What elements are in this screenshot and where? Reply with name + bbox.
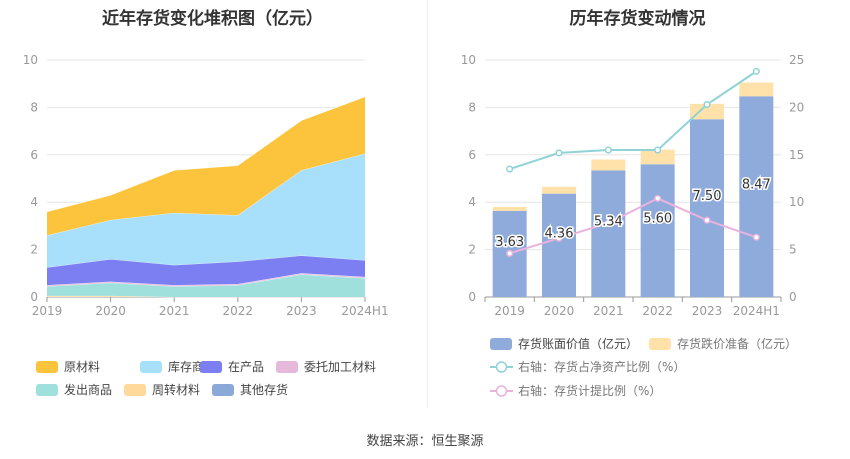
y-tick-label: 8: [30, 100, 38, 114]
bar-impairment: [640, 149, 675, 165]
legend-marker: [495, 361, 508, 373]
y-tick-label: 6: [30, 148, 38, 162]
line-point: [752, 233, 760, 241]
x-tick-label: 2021: [593, 304, 624, 318]
data-source-note: 数据来源：恒生聚源: [366, 434, 484, 449]
y-tick-label: 0: [30, 290, 38, 304]
left-chart-title: 近年存货变化堆积图（亿元）: [102, 9, 323, 29]
line-point: [604, 146, 612, 154]
line-point: [506, 249, 514, 257]
y-tick-label: 2: [30, 243, 38, 257]
x-tick-label: 2023: [692, 304, 723, 318]
bar-data-label: 4.36: [545, 226, 574, 241]
bar-book-value: [542, 193, 576, 297]
y-tick-label: 2: [468, 243, 476, 257]
right-chart-title: 历年存货变动情况: [569, 9, 706, 29]
inventory-change-chart: 0 2 4 6 8 10 0 5 10 15 20 25 2019 2020 2021 2022 2023 202…: [461, 53, 805, 398]
y2-tick-label: 15: [789, 148, 804, 162]
x-tick-label: 2021: [159, 304, 190, 318]
legend-label: 原材料: [64, 360, 100, 374]
legend-label: 发出商品: [64, 382, 112, 397]
x-tick-label: 2019: [494, 304, 525, 318]
bar-book-value: [690, 119, 724, 297]
bar-impairment: [542, 186, 576, 194]
y2-tick-label: 25: [789, 53, 804, 67]
bar-data-label: 5.60: [643, 212, 672, 227]
line-point: [703, 101, 711, 109]
line-point: [555, 149, 563, 157]
y2-tick-label: 10: [789, 195, 804, 209]
legend-swatch: [36, 384, 58, 396]
x-tick-label: 2020: [95, 304, 126, 318]
area-series: [47, 153, 365, 268]
y-tick-label: 8: [468, 100, 476, 114]
legend-swatch: [124, 384, 146, 396]
x-tick-label: 2020: [544, 304, 575, 318]
panel-divider: [427, 0, 428, 408]
y-tick-label: 10: [461, 53, 476, 67]
bar-impairment: [591, 159, 626, 171]
legend-label: 其他存货: [240, 382, 288, 397]
bar-data-label: 5.34: [594, 215, 623, 230]
line-point: [506, 165, 514, 173]
legend-swatch: [490, 338, 512, 350]
bar-book-value: [640, 164, 675, 297]
legend-swatch: [276, 361, 298, 373]
legend-label: 右轴：存货占净资产比例（%）: [518, 359, 685, 374]
y2-tick-label: 5: [789, 243, 797, 257]
legend-swatch: [212, 384, 234, 396]
legend-swatch: [36, 361, 58, 373]
area-series: [47, 96, 365, 236]
legend-label: 右轴：存货计提比例（%）: [518, 383, 661, 398]
line-provision-ratio: [509, 197, 757, 255]
legend-swatch: [200, 361, 222, 373]
y-tick-label: 4: [468, 195, 476, 209]
legend-label: 在产品: [228, 360, 264, 374]
legend-label: 周转材料: [152, 382, 200, 397]
legend-swatch: [649, 338, 671, 350]
line-point: [654, 194, 662, 202]
area-series-edge: [46, 96, 366, 213]
y-tick-label: 6: [468, 148, 476, 162]
bar-impairment: [492, 206, 527, 211]
x-tick-label: 2024H1: [341, 304, 388, 318]
bar-data-label: 8.47: [742, 178, 771, 193]
x-tick-label: 2022: [642, 304, 673, 318]
legend-label: 存货跌价准备（亿元）: [677, 336, 797, 351]
bar-impairment: [739, 82, 774, 97]
line-point: [604, 219, 612, 227]
line-point: [752, 67, 760, 75]
bar-book-value: [739, 96, 774, 297]
bar-data-label: 7.50: [693, 189, 722, 204]
x-tick-label: 2024H1: [733, 304, 780, 318]
line-inventory-net-assets-ratio: [509, 70, 757, 170]
x-tick-label: 2023: [286, 304, 317, 318]
legend-marker: [495, 385, 508, 397]
bar-impairment: [690, 103, 724, 120]
y-tick-label: 0: [468, 290, 476, 304]
legend-swatch: [140, 361, 162, 373]
area-series: [47, 255, 365, 286]
area-series: [47, 273, 365, 287]
line-point: [703, 216, 711, 224]
x-tick-label: 2019: [32, 304, 63, 318]
line-point: [654, 146, 662, 154]
bar-data-label: 3.63: [495, 235, 524, 250]
y-tick-label: 4: [30, 195, 38, 209]
bar-book-value: [591, 170, 626, 297]
y-tick-label: 10: [23, 53, 38, 67]
line-point: [555, 234, 563, 242]
legend-label: 存货账面价值（亿元）: [518, 336, 638, 351]
legend-label: 委托加工材料: [304, 360, 376, 374]
x-tick-label: 2022: [223, 304, 254, 318]
y2-tick-label: 0: [789, 290, 797, 304]
y2-tick-label: 20: [789, 100, 804, 114]
